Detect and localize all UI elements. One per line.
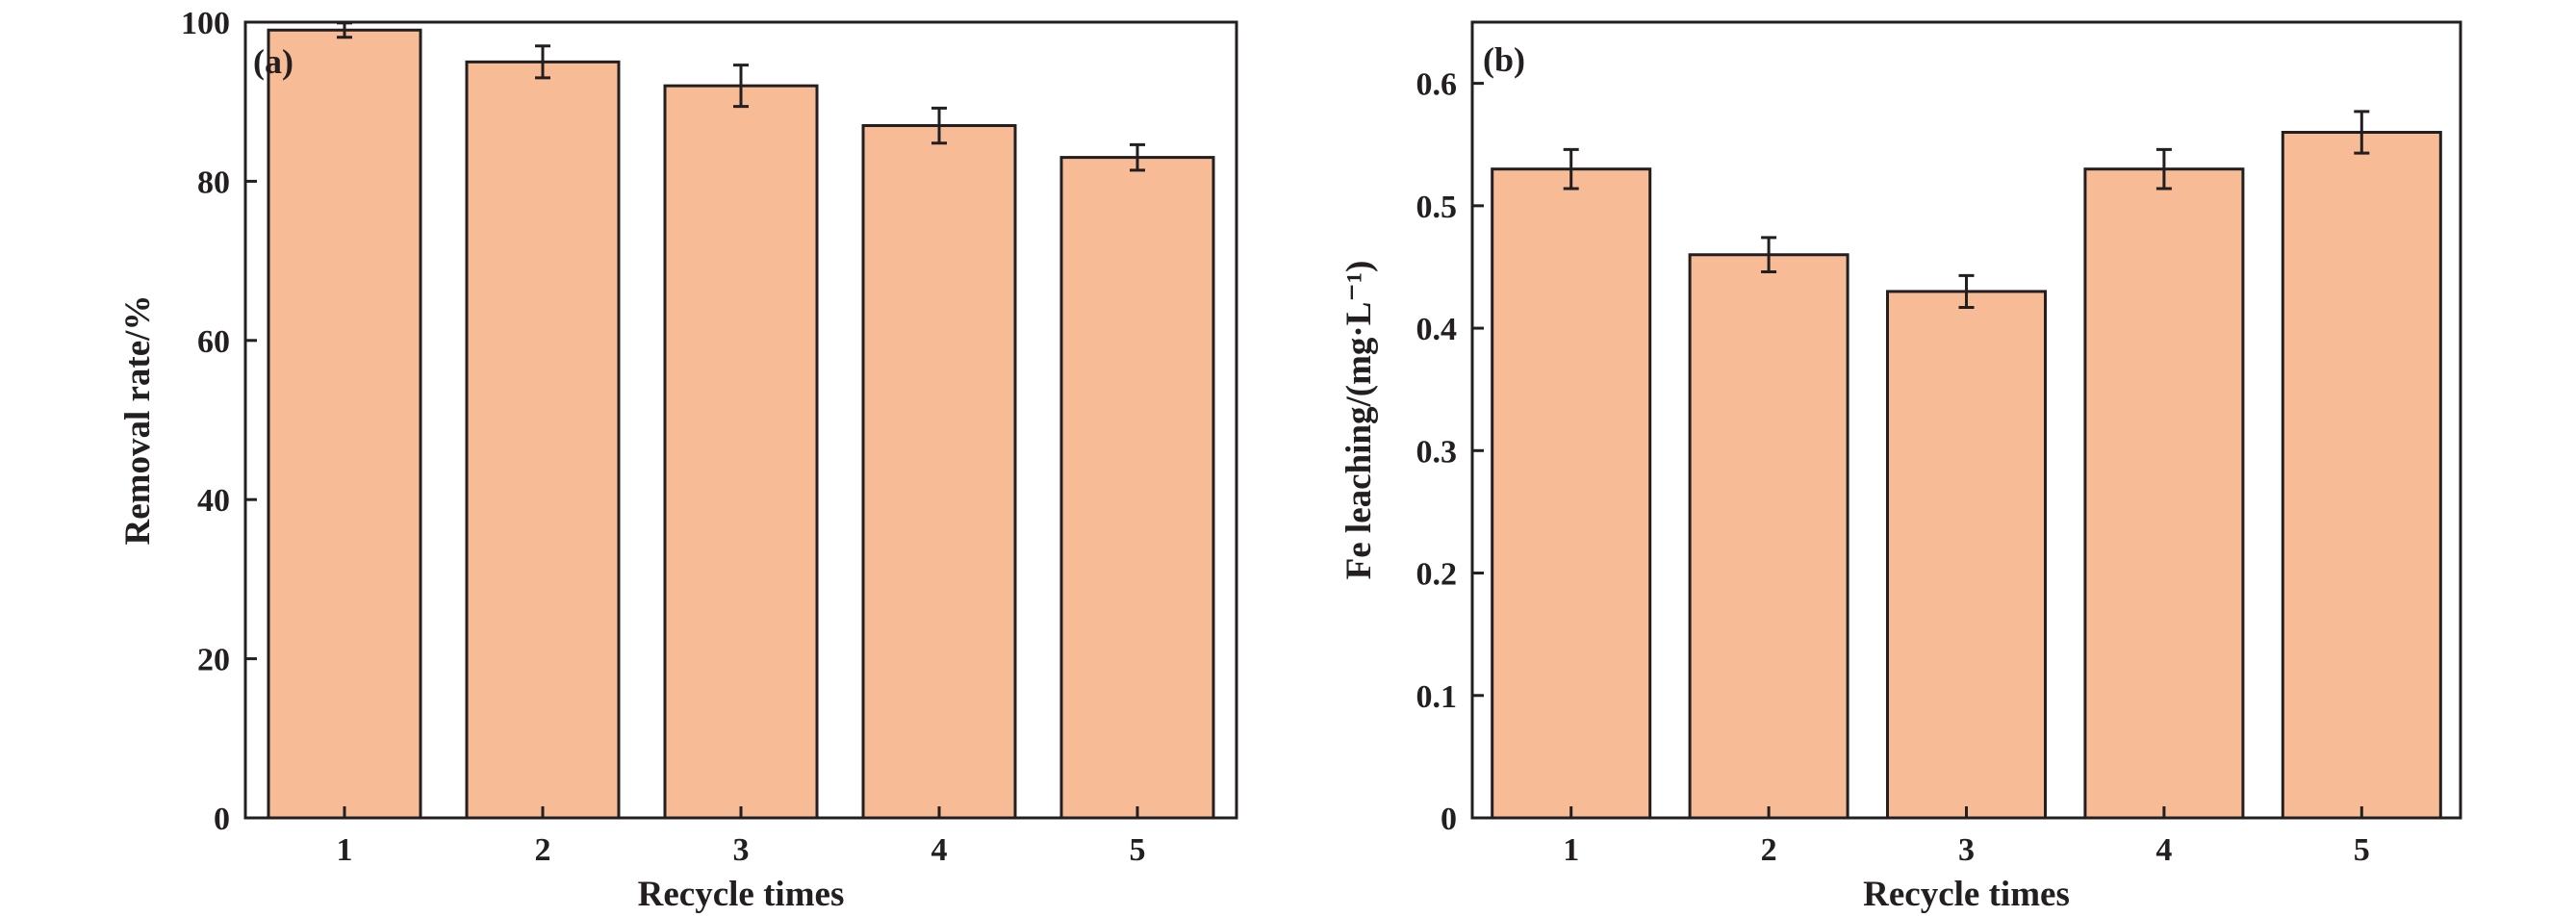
panel-b-error-bar-2: [1761, 236, 1777, 274]
panel-a-y-tick-label: 60: [197, 324, 230, 360]
panel-b-bar-3: [1886, 290, 2047, 820]
panel-a-error-bar-3: [733, 64, 749, 109]
panel-b-y-tick-label: 0.5: [1416, 190, 1458, 225]
panel-a-removal-rate-chart: 0 20 40 60 80 100 1 2 3 4 5 Recycle times Removal ra…: [118, 6, 1238, 914]
panel-b-error-bar-3: [1958, 273, 1975, 309]
panel-a-y-tick-label: 0: [214, 802, 230, 837]
panel-b-bar-4: [2083, 167, 2245, 820]
panel-b-y-tick-label: 0.3: [1416, 434, 1458, 470]
panel-a-bar-5: [1059, 156, 1215, 820]
panel-b-y-tick-label: 0.4: [1416, 312, 1458, 347]
panel-a-y-axis-title: Removal rate/%: [118, 295, 158, 546]
panel-b-x-tick-label: 2: [1761, 832, 1777, 868]
panel-b-x-tick-label: 3: [1958, 832, 1975, 868]
panel-a-x-tick-label: 4: [931, 832, 948, 868]
panel-a-bar-2: [465, 60, 621, 820]
panel-b-bar-5: [2281, 131, 2442, 820]
panel-a-x-tick-label: 5: [1130, 832, 1146, 868]
panel-a-bar-3: [663, 84, 819, 820]
panel-b-y-axis-title: Fe leaching/(mg·L⁻¹): [1339, 261, 1379, 580]
panel-a-bar-1: [267, 28, 422, 820]
panel-a-x-axis-title: Recycle times: [638, 875, 845, 914]
panel-b-y-tick-label: 0.1: [1416, 679, 1458, 715]
panel-a-label: (a): [253, 42, 293, 81]
panel-b-y-tick-label: 0: [1441, 802, 1457, 837]
panel-b-error-bar-5: [2354, 110, 2370, 155]
panel-b-y-tick-label: 0.6: [1416, 67, 1458, 103]
panel-a-x-tick-label: 2: [535, 832, 551, 868]
panel-a-y-tick-label: 80: [197, 165, 230, 200]
panel-a-y-tick-label: 40: [197, 483, 230, 519]
panel-b-bar-2: [1688, 253, 1849, 820]
panel-b-x-tick-label: 5: [2354, 832, 2370, 868]
panel-a-y-tick-label: 20: [197, 643, 230, 678]
panel-b-x-tick-label: 4: [2155, 832, 2172, 868]
panel-b-bar-1: [1491, 167, 1652, 820]
panel-a-x-tick-label: 3: [733, 832, 750, 868]
panel-b-error-bar-4: [2155, 147, 2172, 191]
panel-b-error-bar-1: [1563, 147, 1579, 191]
panel-b-fe-leaching-chart: 0 0.1 0.2 0.3 0.4 0.5 0.6 1 2 3 4 5 Recycle times Fe …: [1339, 20, 2462, 914]
panel-a-error-bar-2: [535, 44, 550, 80]
panel-b-label: (b): [1483, 40, 1525, 79]
panel-a-x-tick-label: 1: [337, 832, 353, 868]
panel-a-bar-4: [861, 124, 1017, 820]
panel-a-error-bar-4: [931, 106, 947, 145]
panel-a-error-bar-5: [1130, 142, 1145, 172]
panel-b-y-tick-label: 0.2: [1416, 557, 1458, 593]
panel-b-x-tick-label: 1: [1563, 832, 1579, 868]
panel-b-x-axis-title: Recycle times: [1863, 875, 2070, 914]
panel-a-y-tick-label: 100: [181, 6, 230, 41]
